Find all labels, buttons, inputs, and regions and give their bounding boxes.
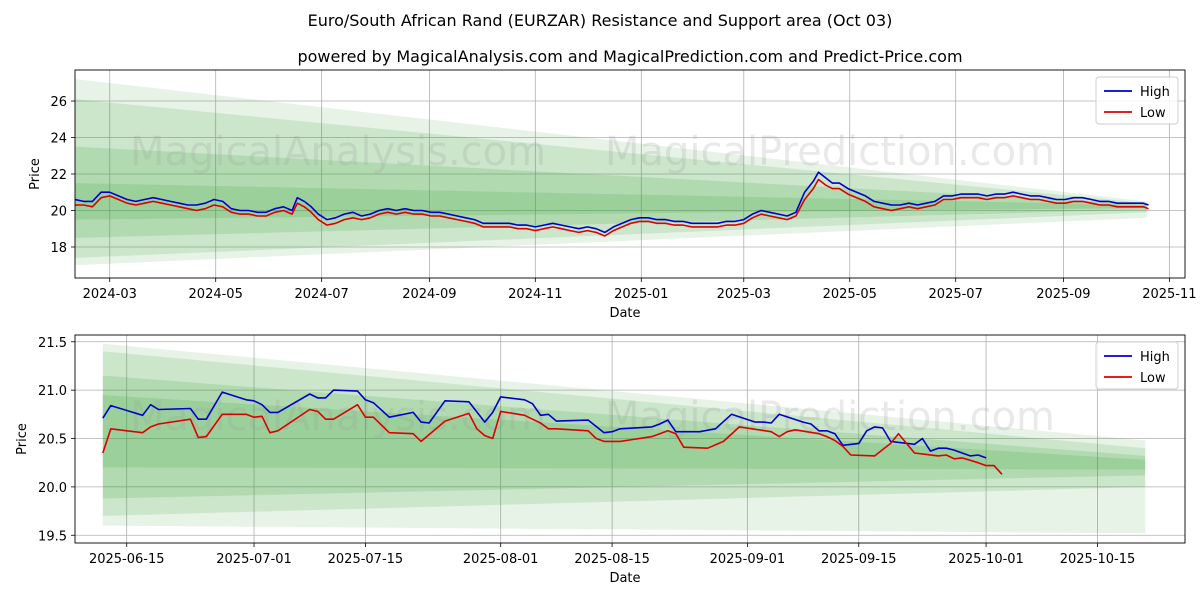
top-ytick-label-4: 26 [50, 95, 67, 110]
top-xtick-label-2: 2024-07 [295, 287, 349, 302]
bottom-band-1 [102, 351, 1146, 516]
bottom-ytick-label-3: 21.0 [38, 384, 67, 399]
top-xtick-label-8: 2025-07 [929, 287, 983, 302]
top-series-low [75, 178, 1149, 237]
bottom-xtick-label-0: 2025-06-15 [89, 552, 165, 567]
bottom-xtick-label-1: 2025-07-01 [216, 552, 292, 567]
top-series-high [75, 171, 1149, 234]
top-ylabel: Price [28, 158, 43, 190]
bottom-panel: MagicalAnalysis.com MagicalPrediction.com… [15, 334, 1186, 586]
bottom-legend-label-high: High [1140, 350, 1170, 365]
top-band-1 [75, 99, 1147, 258]
top-watermark-analysis: MagicalAnalysis.com [130, 129, 546, 175]
bottom-xtick-label-7: 2025-10-01 [948, 552, 1024, 567]
top-xtick-label-7: 2025-05 [823, 287, 877, 302]
bottom-xtick-label-8: 2025-10-15 [1060, 552, 1136, 567]
top-ytick-label-0: 18 [50, 241, 67, 256]
bottom-ytick-label-1: 20.0 [38, 481, 67, 496]
top-xtick-label-5: 2025-01 [614, 287, 668, 302]
top-xtick-label-6: 2025-03 [717, 287, 771, 302]
chart-subtitle: powered by MagicalAnalysis.com and Magic… [297, 47, 962, 66]
bottom-legend-label-low: Low [1140, 371, 1166, 386]
top-ytick-label-1: 20 [50, 204, 67, 219]
bottom-series-low [102, 403, 1003, 475]
top-ytick-label-2: 22 [50, 168, 67, 183]
top-band-0 [75, 79, 1147, 266]
bottom-ylabel: Price [15, 423, 30, 455]
top-legend-label-high: High [1140, 85, 1170, 100]
top-ytick-label-3: 24 [50, 132, 67, 147]
bottom-xtick-label-6: 2025-09-15 [821, 552, 897, 567]
bottom-xtick-label-4: 2025-08-15 [574, 552, 650, 567]
chart-title: Euro/South African Rand (EURZAR) Resista… [308, 11, 893, 30]
bottom-xtick-label-3: 2025-08-01 [463, 552, 539, 567]
top-xtick-label-3: 2024-09 [402, 287, 456, 302]
top-xlabel: Date [609, 306, 640, 321]
top-panel: MagicalAnalysis.com MagicalPrediction.com… [28, 69, 1197, 321]
bottom-ytick-label-0: 19.5 [38, 529, 67, 544]
bottom-band-2 [102, 375, 1146, 499]
top-xtick-label-0: 2024-03 [83, 287, 137, 302]
bottom-ytick-label-4: 21.5 [38, 336, 67, 351]
bottom-ytick-label-2: 20.5 [38, 433, 67, 448]
bottom-band-0 [102, 343, 1146, 534]
bottom-legend: High Low [1095, 341, 1179, 390]
top-xtick-label-10: 2025-11 [1142, 287, 1196, 302]
top-legend: High Low [1095, 76, 1179, 125]
bottom-series-high [102, 389, 987, 459]
top-xtick-label-4: 2024-11 [508, 287, 562, 302]
top-legend-label-low: Low [1140, 106, 1166, 121]
top-xtick-label-9: 2025-09 [1036, 287, 1090, 302]
bottom-axes-frame [74, 334, 1186, 544]
top-band-3 [75, 183, 1147, 220]
top-xtick-label-1: 2024-05 [189, 287, 243, 302]
bottom-xtick-label-5: 2025-09-01 [710, 552, 786, 567]
bottom-xtick-label-2: 2025-07-15 [328, 552, 404, 567]
bottom-xlabel: Date [609, 571, 640, 586]
top-watermark-prediction: MagicalPrediction.com [605, 129, 1055, 175]
